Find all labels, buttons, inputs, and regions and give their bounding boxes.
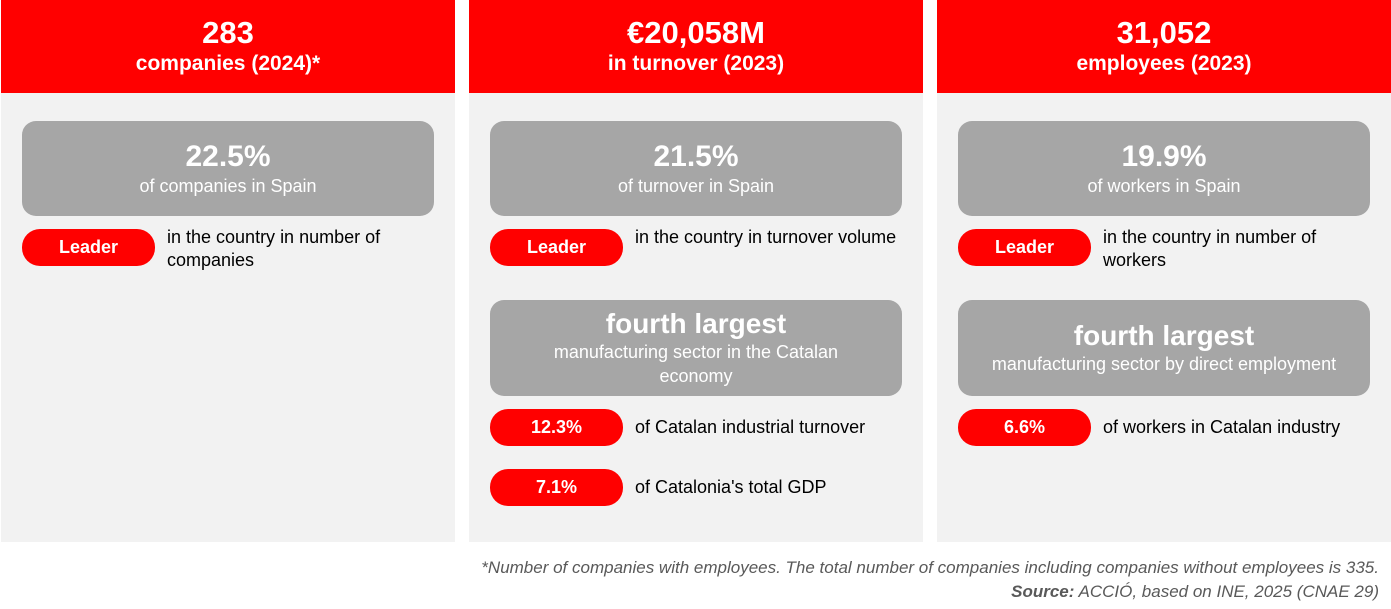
companies-share-value: 22.5% xyxy=(185,139,271,173)
workers-leader-badge: Leader xyxy=(958,229,1091,266)
gdp-share-badge: 7.1% xyxy=(490,469,623,506)
turnover-label: in turnover (2023) xyxy=(607,51,785,75)
source-label: Source: xyxy=(1011,582,1075,601)
employees-column: 31,052 employees (2023) 19.9% of workers… xyxy=(937,0,1391,542)
turnover-value: €20,058M xyxy=(627,14,765,50)
footnote: *Number of companies with employees. The… xyxy=(481,556,1379,604)
turnover-rank-title: fourth largest xyxy=(605,308,787,339)
companies-share-text: of companies in Spain xyxy=(139,175,317,196)
turnover-share-text: of turnover in Spain xyxy=(617,175,775,196)
turnover-column: €20,058M in turnover (2023) 21.5% of tur… xyxy=(469,0,923,542)
turnover-share-value: 21.5% xyxy=(653,139,739,173)
employees-header: 31,052 employees (2023) xyxy=(937,0,1391,93)
turnover-header: €20,058M in turnover (2023) xyxy=(469,0,923,93)
industrial-turnover-text: of Catalan industrial turnover xyxy=(635,417,866,437)
workers-share-value: 19.9% xyxy=(1121,139,1207,173)
employment-rank-title: fourth largest xyxy=(1073,320,1255,351)
source-text: ACCIÓ, based on INE, 2025 (CNAE 29) xyxy=(1074,582,1380,601)
companies-header: 283 companies (2024)* xyxy=(1,0,455,93)
companies-share-box: 22.5% of companies in Spain xyxy=(22,121,434,216)
employees-label: employees (2023) xyxy=(1076,51,1252,75)
companies-leader-text: in the country in number of companies xyxy=(167,227,381,270)
industry-workers-text: of workers in Catalan industry xyxy=(1103,417,1341,437)
employment-rank-text: manufacturing sector by direct employmen… xyxy=(991,354,1337,374)
turnover-rank-text: manufacturing sector in the Catalan econ… xyxy=(553,342,839,386)
footnote-note: *Number of companies with employees. The… xyxy=(481,558,1379,577)
companies-count: 283 xyxy=(202,14,254,50)
workers-share-text: of workers in Spain xyxy=(1087,175,1241,196)
workers-share-box: 19.9% of workers in Spain xyxy=(958,121,1370,216)
footnote-source: Source: ACCIÓ, based on INE, 2025 (CNAE … xyxy=(481,580,1379,604)
companies-label: companies (2024)* xyxy=(135,51,321,75)
turnover-share-box: 21.5% of turnover in Spain xyxy=(490,121,902,216)
turnover-leader-badge: Leader xyxy=(490,229,623,266)
companies-column: 283 companies (2024)* 22.5% of companies… xyxy=(1,0,455,542)
employment-rank-box: fourth largest manufacturing sector by d… xyxy=(958,300,1370,396)
industrial-turnover-badge: 12.3% xyxy=(490,409,623,446)
turnover-leader-text: in the country in turnover volume xyxy=(635,227,897,247)
turnover-rank-box: fourth largest manufacturing sector in t… xyxy=(490,300,902,396)
companies-leader-badge: Leader xyxy=(22,229,155,266)
workers-leader-text: in the country in number of workers xyxy=(1103,227,1317,270)
employees-count: 31,052 xyxy=(1116,14,1212,50)
industry-workers-badge: 6.6% xyxy=(958,409,1091,446)
gdp-share-text: of Catalonia's total GDP xyxy=(635,477,827,497)
